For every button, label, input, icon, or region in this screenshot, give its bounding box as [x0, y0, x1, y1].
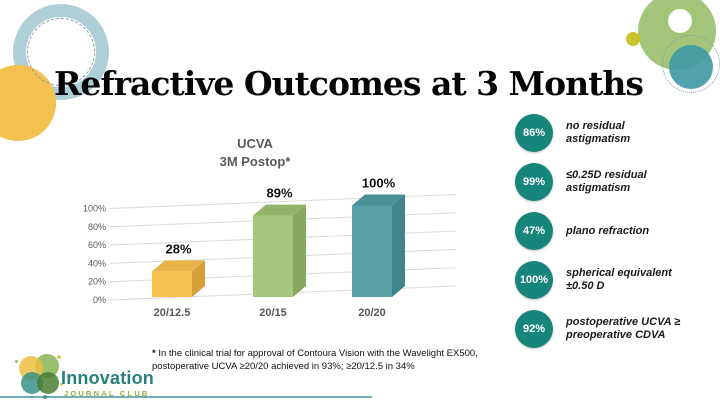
decorative-olive-dot [626, 32, 640, 46]
stat-item: 92% postoperative UCVA ≥ preoperative CDVA [515, 310, 715, 348]
stat-item: 100% spherical equivalent ±0.50 D [515, 261, 715, 299]
stat-badge-circle: 92% [515, 310, 553, 348]
decorative-dotted-circle-top-right [662, 35, 720, 93]
svg-text:20/12.5: 20/12.5 [154, 307, 191, 319]
svg-text:20/15: 20/15 [259, 307, 287, 319]
svg-text:100%: 100% [83, 204, 106, 214]
stats-list: 86% no residual astigmatism 99% ≤0.25D resid… [515, 114, 715, 359]
footnote: * In the clinical trial for approval of … [152, 348, 502, 373]
stat-badge-circle: 100% [515, 261, 553, 299]
chart-plot-area: 0% 20% 40% 60% 80% 100% 28% 20/12.5 89% 20/15 100%… [83, 176, 457, 319]
decorative-dotted-circle-top-left [27, 18, 95, 86]
logo-tagline: JOURNAL CLUB [64, 389, 150, 398]
svg-text:80%: 80% [88, 222, 106, 232]
footnote-line1: In the clinical trial for approval of Co… [158, 348, 478, 359]
stat-item: 99% ≤0.25D residual astigmatism [515, 163, 715, 201]
chart-subtitle: 3M Postop* [219, 154, 291, 169]
logo-name: Innovation [61, 368, 154, 388]
stat-label: ≤0.25D residual astigmatism [566, 169, 647, 194]
stat-item: 86% no residual astigmatism [515, 114, 715, 152]
svg-text:40%: 40% [88, 258, 106, 268]
ucva-bar-chart: UCVA 3M Postop* 0% 20% 40% 60% 80% 100% 28% 20/… [60, 130, 460, 342]
stat-badge-circle: 47% [515, 212, 553, 250]
stat-badge-circle: 86% [515, 114, 553, 152]
svg-text:20/20: 20/20 [358, 307, 386, 319]
stat-item: 47% plano refraction [515, 212, 715, 250]
svg-text:60%: 60% [88, 240, 106, 250]
svg-text:20%: 20% [88, 277, 106, 287]
stat-label: plano refraction [566, 224, 650, 237]
svg-text:89%: 89% [266, 186, 292, 201]
footnote-asterisk: * [152, 348, 156, 359]
chart-title: UCVA [237, 136, 273, 151]
stat-label: postoperative UCVA ≥ preoperative CDVA [566, 316, 681, 341]
stat-badge-circle: 99% [515, 163, 553, 201]
svg-text:100%: 100% [362, 176, 396, 191]
page-title: Refractive Outcomes at 3 Months [54, 64, 644, 104]
svg-text:0%: 0% [93, 295, 106, 305]
decorative-white-hole-circle [668, 9, 692, 33]
svg-text:28%: 28% [165, 241, 191, 256]
stat-label: no residual astigmatism [566, 120, 631, 145]
stat-label: spherical equivalent ±0.50 D [566, 267, 672, 292]
footnote-line2: postoperative UCVA ≥20/20 achieved in 93… [152, 360, 415, 372]
footer-accent-line [0, 396, 372, 398]
